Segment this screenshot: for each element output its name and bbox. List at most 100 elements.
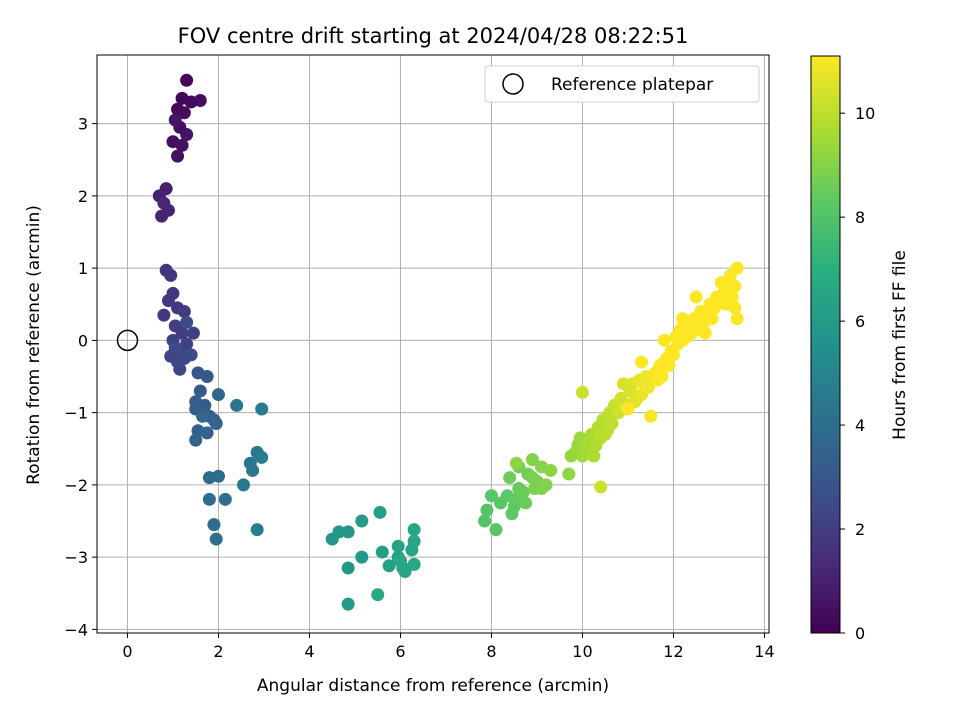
data-point bbox=[173, 362, 187, 376]
data-point bbox=[484, 489, 498, 503]
x-tick-label: 14 bbox=[754, 642, 774, 661]
data-point bbox=[726, 290, 740, 304]
data-point bbox=[168, 113, 182, 127]
data-point bbox=[730, 261, 744, 275]
data-point bbox=[539, 478, 553, 492]
x-tick-label: 8 bbox=[486, 642, 496, 661]
y-tick-label: 2 bbox=[78, 187, 88, 206]
data-point bbox=[211, 469, 225, 483]
data-point bbox=[382, 559, 396, 573]
y-tick-label: 3 bbox=[78, 115, 88, 134]
y-tick-label: 1 bbox=[78, 259, 88, 278]
data-point bbox=[407, 534, 421, 548]
data-point bbox=[207, 518, 221, 532]
colorbar: 0 2 4 6 8 10 Hours from first FF file bbox=[810, 55, 910, 643]
legend: Reference platepar bbox=[484, 65, 760, 103]
data-point bbox=[480, 503, 494, 517]
data-point bbox=[605, 416, 619, 430]
data-point bbox=[177, 106, 191, 120]
data-point bbox=[705, 312, 719, 326]
data-point bbox=[209, 532, 223, 546]
data-point bbox=[621, 402, 635, 416]
data-point bbox=[594, 480, 608, 494]
x-tick-label: 2 bbox=[213, 642, 223, 661]
data-point bbox=[155, 209, 169, 223]
data-point bbox=[237, 478, 251, 492]
scatter-points bbox=[152, 73, 744, 611]
data-point bbox=[489, 523, 503, 537]
data-point bbox=[230, 398, 244, 412]
data-point bbox=[587, 449, 601, 463]
data-point bbox=[211, 388, 225, 402]
colorbar-tick-label: 10 bbox=[855, 104, 875, 123]
x-tick-label: 4 bbox=[304, 642, 314, 661]
data-point bbox=[635, 355, 649, 369]
data-point bbox=[398, 565, 412, 579]
data-point bbox=[516, 485, 530, 499]
data-point bbox=[161, 294, 175, 308]
data-point bbox=[373, 505, 387, 519]
x-tick-label: 6 bbox=[395, 642, 405, 661]
y-tick-label: −2 bbox=[64, 476, 88, 495]
data-point bbox=[175, 138, 189, 152]
reference-marker bbox=[116, 329, 139, 352]
x-axis-label: Angular distance from reference (arcmin) bbox=[257, 676, 609, 696]
data-point bbox=[209, 416, 223, 430]
reference-platepar-marker bbox=[116, 329, 139, 352]
data-point bbox=[180, 73, 194, 87]
data-point bbox=[375, 545, 389, 559]
data-point bbox=[341, 597, 355, 611]
data-point bbox=[509, 456, 523, 470]
data-point bbox=[175, 326, 189, 340]
data-point bbox=[200, 426, 214, 440]
data-point bbox=[393, 554, 407, 568]
data-point bbox=[250, 523, 264, 537]
data-point bbox=[666, 348, 680, 362]
data-point bbox=[676, 312, 690, 326]
x-tick-label: 10 bbox=[572, 642, 592, 661]
data-point bbox=[407, 557, 421, 571]
data-point bbox=[332, 525, 346, 539]
data-point bbox=[200, 370, 214, 384]
data-point bbox=[184, 348, 198, 362]
data-point bbox=[171, 149, 185, 163]
data-point bbox=[730, 312, 744, 326]
data-point bbox=[196, 409, 210, 423]
data-point bbox=[157, 196, 171, 210]
data-point bbox=[341, 525, 355, 539]
data-point bbox=[371, 588, 385, 602]
data-point bbox=[177, 304, 191, 318]
plot-frame bbox=[96, 54, 770, 634]
data-point bbox=[168, 341, 182, 355]
legend-label: Reference platepar bbox=[551, 75, 713, 95]
colorbar-tick-label: 2 bbox=[855, 520, 865, 539]
data-point bbox=[391, 539, 405, 553]
y-axis-ticks: −4 −3 −2 −1 0 1 2 3 bbox=[64, 115, 97, 639]
colorbar-tick-label: 6 bbox=[855, 312, 865, 331]
x-tick-label: 0 bbox=[122, 642, 132, 661]
data-point bbox=[255, 402, 269, 416]
data-point bbox=[519, 496, 533, 510]
data-point bbox=[525, 453, 539, 467]
data-point bbox=[202, 492, 216, 506]
data-point bbox=[698, 326, 712, 340]
data-point bbox=[407, 523, 421, 537]
data-point bbox=[728, 301, 742, 315]
data-point bbox=[255, 450, 269, 464]
data-point bbox=[575, 385, 589, 399]
data-point bbox=[218, 492, 232, 506]
data-point bbox=[189, 433, 203, 447]
grid bbox=[97, 55, 769, 633]
chart-title: FOV centre drift starting at 2024/04/28 … bbox=[178, 24, 689, 48]
data-point bbox=[164, 268, 178, 282]
data-point bbox=[689, 290, 703, 304]
legend-box bbox=[484, 65, 760, 103]
data-point bbox=[180, 315, 194, 329]
legend-marker-icon bbox=[502, 73, 524, 95]
data-point bbox=[478, 514, 492, 528]
data-point bbox=[662, 359, 676, 373]
x-axis-ticks: 0 2 4 6 8 10 12 14 bbox=[122, 633, 775, 661]
data-point bbox=[655, 370, 669, 384]
